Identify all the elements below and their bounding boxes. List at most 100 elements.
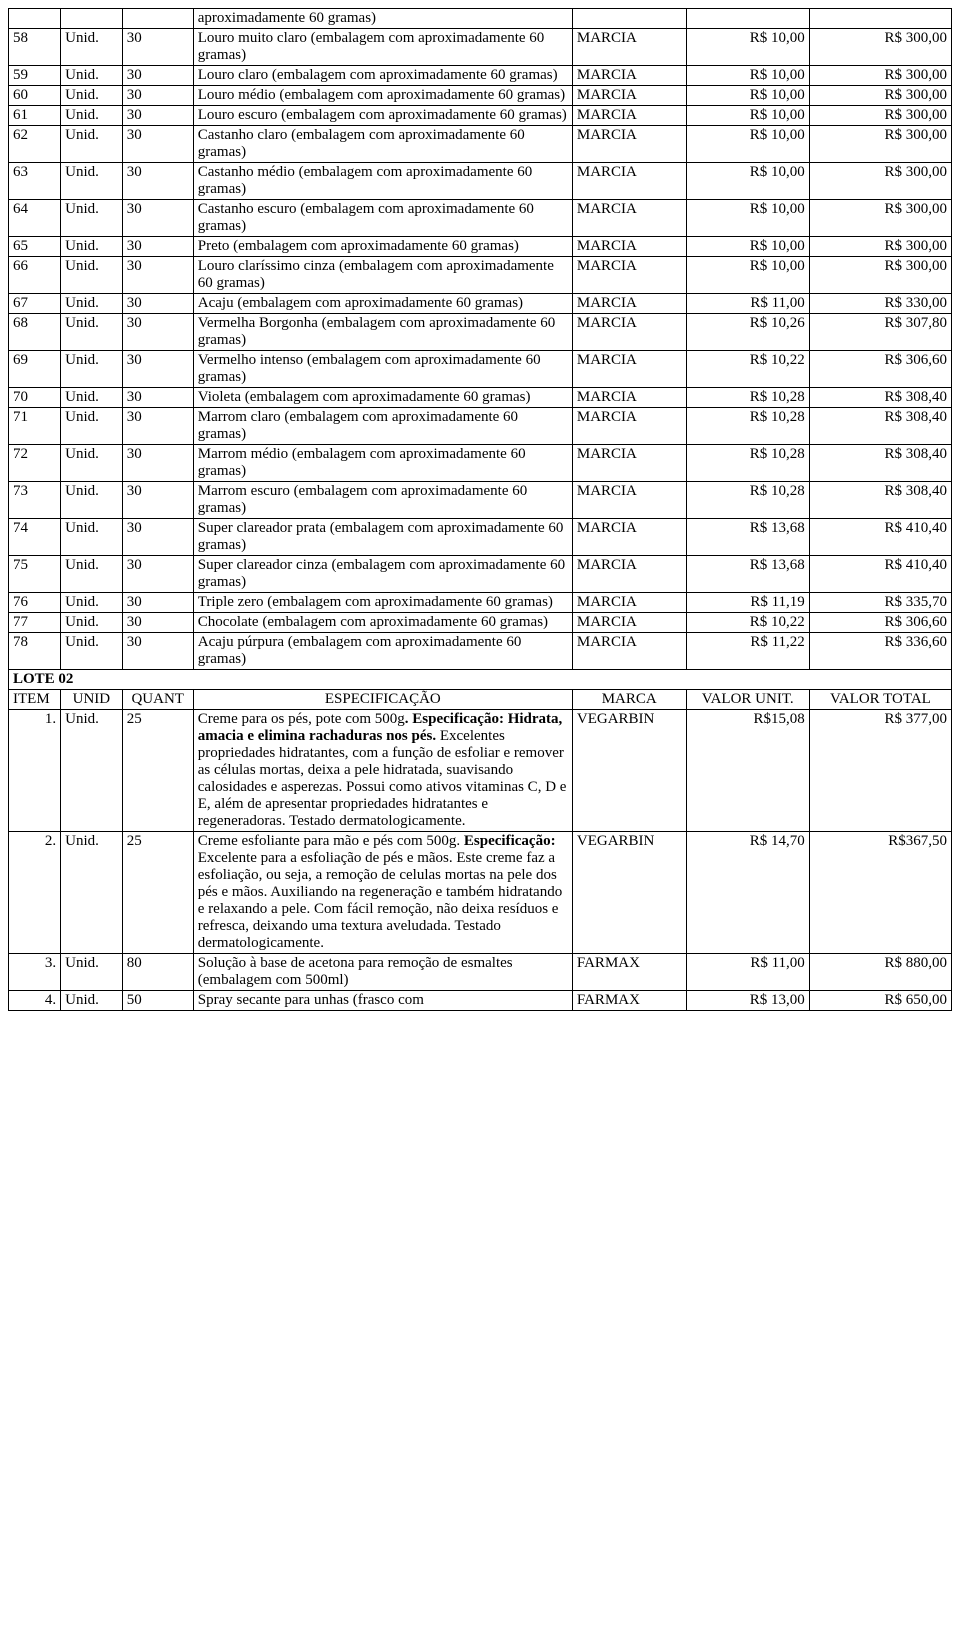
cell-unit: R$ 10,00 [686, 237, 809, 257]
cell-unit: R$ 10,00 [686, 66, 809, 86]
cell-total: R$ 336,60 [809, 633, 951, 670]
cell-item: 71 [9, 408, 61, 445]
table-row: 77Unid.30Chocolate (embalagem com aproxi… [9, 613, 952, 633]
table-row: 76Unid.30Triple zero (embalagem com apro… [9, 593, 952, 613]
cell-unid: Unid. [61, 954, 123, 991]
header-espec: ESPECIFICAÇÃO [193, 690, 572, 710]
cell-item: 4. [9, 991, 61, 1011]
cell-marca: MARCIA [572, 388, 686, 408]
cell-marca [572, 9, 686, 29]
cell-quant: 30 [122, 294, 193, 314]
cell-unit: R$ 10,28 [686, 408, 809, 445]
cell-unid: Unid. [61, 29, 123, 66]
cell-marca: MARCIA [572, 314, 686, 351]
cell-item: 77 [9, 613, 61, 633]
cell-item: 3. [9, 954, 61, 991]
cell-unit: R$ 10,00 [686, 29, 809, 66]
cell-espec: Super clareador cinza (embalagem com apr… [193, 556, 572, 593]
cell-unit: R$ 10,00 [686, 200, 809, 237]
table-row: 62Unid.30Castanho claro (embalagem com a… [9, 126, 952, 163]
cell-unit: R$ 14,70 [686, 832, 809, 954]
cell-marca: MARCIA [572, 593, 686, 613]
cell-quant: 25 [122, 832, 193, 954]
cell-unit: R$ 11,00 [686, 294, 809, 314]
cell-espec: Castanho claro (embalagem com aproximada… [193, 126, 572, 163]
cell-espec: Acaju (embalagem com aproximadamente 60 … [193, 294, 572, 314]
cell-espec: Vermelha Borgonha (embalagem com aproxim… [193, 314, 572, 351]
cell-total: R$367,50 [809, 832, 951, 954]
cell-item [9, 9, 61, 29]
cell-quant: 30 [122, 388, 193, 408]
cell-total: R$ 300,00 [809, 163, 951, 200]
cell-item: 58 [9, 29, 61, 66]
cell-marca: MARCIA [572, 237, 686, 257]
cell-total: R$ 410,40 [809, 519, 951, 556]
cell-total: R$ 306,60 [809, 351, 951, 388]
table-row: 65Unid.30Preto (embalagem com aproximada… [9, 237, 952, 257]
cell-espec: Creme para os pés, pote com 500g. Especi… [193, 710, 572, 832]
cell-unid: Unid. [61, 710, 123, 832]
cell-unid: Unid. [61, 351, 123, 388]
table-row: 4.Unid.50Spray secante para unhas (frasc… [9, 991, 952, 1011]
header-quant: QUANT [122, 690, 193, 710]
cell-item: 1. [9, 710, 61, 832]
cell-espec: aproximadamente 60 gramas) [193, 9, 572, 29]
table-row: 68Unid.30Vermelha Borgonha (embalagem co… [9, 314, 952, 351]
cell-unit: R$ 10,00 [686, 106, 809, 126]
cell-espec: Spray secante para unhas (frasco com [193, 991, 572, 1011]
table-row: 74Unid.30Super clareador prata (embalage… [9, 519, 952, 556]
cell-marca: MARCIA [572, 126, 686, 163]
cell-espec: Castanho escuro (embalagem com aproximad… [193, 200, 572, 237]
header-total: VALOR TOTAL [809, 690, 951, 710]
cell-unit: R$ 10,28 [686, 388, 809, 408]
cell-marca: MARCIA [572, 519, 686, 556]
cell-total: R$ 410,40 [809, 556, 951, 593]
cell-espec: Louro claro (embalagem com aproximadamen… [193, 66, 572, 86]
cell-unid: Unid. [61, 593, 123, 613]
cell-item: 76 [9, 593, 61, 613]
cell-marca: MARCIA [572, 445, 686, 482]
table-row: aproximadamente 60 gramas) [9, 9, 952, 29]
cell-total: R$ 650,00 [809, 991, 951, 1011]
cell-espec: Acaju púrpura (embalagem com aproximadam… [193, 633, 572, 670]
cell-item: 69 [9, 351, 61, 388]
cell-item: 64 [9, 200, 61, 237]
table-row: 61Unid.30Louro escuro (embalagem com apr… [9, 106, 952, 126]
cell-item: 59 [9, 66, 61, 86]
cell-total: R$ 300,00 [809, 86, 951, 106]
table-row: 63Unid.30Castanho médio (embalagem com a… [9, 163, 952, 200]
cell-unid: Unid. [61, 294, 123, 314]
cell-total: R$ 300,00 [809, 126, 951, 163]
cell-quant: 30 [122, 106, 193, 126]
cell-espec: Super clareador prata (embalagem com apr… [193, 519, 572, 556]
cell-quant: 25 [122, 710, 193, 832]
table-row: 66Unid.30Louro claríssimo cinza (embalag… [9, 257, 952, 294]
cell-unit: R$ 10,00 [686, 126, 809, 163]
cell-quant: 30 [122, 66, 193, 86]
table-row: 58Unid.30Louro muito claro (embalagem co… [9, 29, 952, 66]
table-row: 1.Unid.25Creme para os pés, pote com 500… [9, 710, 952, 832]
cell-espec: Violeta (embalagem com aproximadamente 6… [193, 388, 572, 408]
cell-unit: R$ 10,28 [686, 482, 809, 519]
table-row: 67Unid.30Acaju (embalagem com aproximada… [9, 294, 952, 314]
cell-total: R$ 300,00 [809, 237, 951, 257]
header-unid: UNID [61, 690, 123, 710]
cell-marca: MARCIA [572, 163, 686, 200]
cell-item: 2. [9, 832, 61, 954]
cell-quant: 30 [122, 445, 193, 482]
table-row: 3.Unid.80Solução à base de acetona para … [9, 954, 952, 991]
cell-unit: R$ 10,22 [686, 351, 809, 388]
cell-unit: R$ 10,22 [686, 613, 809, 633]
cell-espec: Vermelho intenso (embalagem com aproxima… [193, 351, 572, 388]
cell-marca: MARCIA [572, 294, 686, 314]
cell-marca: MARCIA [572, 29, 686, 66]
cell-total: R$ 300,00 [809, 200, 951, 237]
cell-unit: R$ 11,00 [686, 954, 809, 991]
cell-quant: 30 [122, 237, 193, 257]
cell-unit: R$ 13,00 [686, 991, 809, 1011]
cell-quant: 30 [122, 314, 193, 351]
cell-total: R$ 330,00 [809, 294, 951, 314]
cell-espec: Louro médio (embalagem com aproximadamen… [193, 86, 572, 106]
cell-unid: Unid. [61, 633, 123, 670]
table-row: 2.Unid.25Creme esfoliante para mão e pés… [9, 832, 952, 954]
